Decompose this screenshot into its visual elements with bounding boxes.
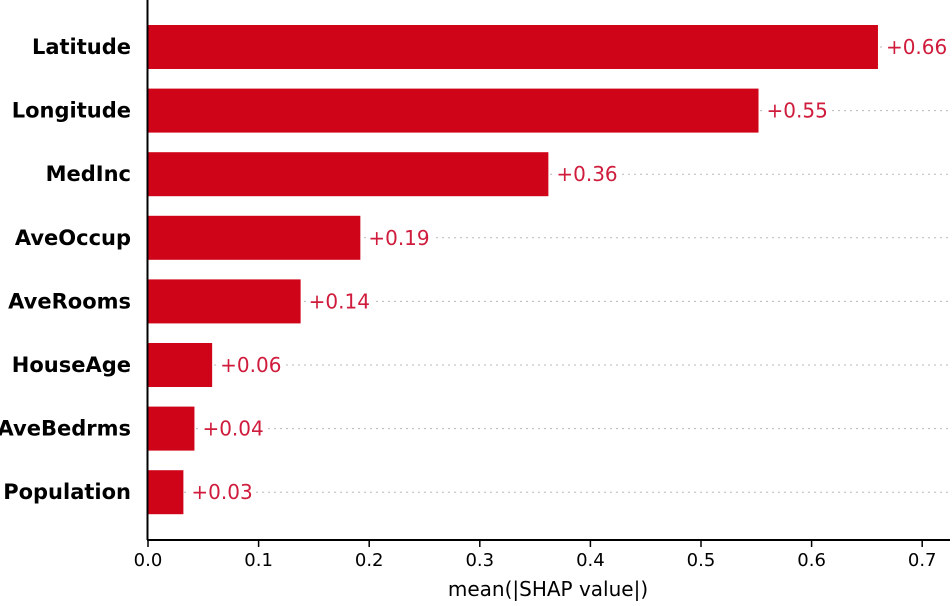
y-tick-labels-layer: Latitude Longitude MedInc AveOccup AveRooms H… (0, 35, 131, 504)
y-tick-label: Longitude (12, 99, 131, 123)
y-tick-label: AveBedrms (0, 417, 131, 441)
x-tick-label: 0.4 (576, 550, 605, 571)
value-label-background (189, 480, 256, 505)
value-label-background (218, 353, 285, 377)
bar-latitude (148, 25, 878, 69)
value-label: +0.14 (309, 289, 370, 313)
bar-averooms (148, 279, 301, 324)
value-label: +0.66 (886, 35, 947, 59)
bar-houseage (148, 343, 213, 387)
bar-aveoccup (148, 215, 361, 260)
x-tick-label: 0.5 (687, 550, 716, 571)
x-tick-label: 0.3 (465, 550, 494, 571)
value-labels-layer: +0.66 +0.55 +0.36 +0.19 +0.14 +0.06 +0.04 +0.03 (189, 35, 950, 505)
bar-longitude (148, 88, 759, 133)
y-tick-label: MedInc (46, 162, 131, 186)
x-axis: 0.0 0.1 0.2 0.3 0.4 0.5 0.6 0.7 (134, 539, 950, 571)
value-label: +0.19 (368, 226, 429, 250)
value-label-background (764, 98, 831, 123)
bar-medinc (148, 152, 549, 197)
value-label: +0.04 (202, 417, 263, 441)
x-axis-label: mean(|SHAP value|) (448, 577, 648, 601)
y-tick-label: AveOccup (15, 226, 131, 250)
x-tick-label: 0.2 (355, 550, 384, 571)
value-label-background (366, 225, 433, 250)
bars-layer (148, 25, 878, 515)
x-tick-label: 0.1 (244, 550, 273, 571)
value-label-background (200, 416, 267, 441)
y-tick-label: Population (3, 480, 131, 504)
bar-avebedrms (148, 406, 195, 451)
y-tick-label: AveRooms (8, 289, 131, 313)
y-tick-label: Latitude (32, 35, 131, 59)
value-label-background (554, 162, 621, 187)
value-label: +0.06 (220, 353, 281, 377)
x-tick-label: 0.0 (134, 550, 163, 571)
value-label-background (306, 289, 373, 314)
value-label: +0.55 (767, 99, 828, 123)
value-label: +0.03 (191, 480, 252, 504)
value-label: +0.36 (556, 162, 617, 186)
value-label-background (883, 35, 950, 59)
x-tick-label: 0.7 (908, 550, 937, 571)
bar-population (148, 470, 184, 515)
x-tick-label: 0.6 (797, 550, 826, 571)
y-tick-label: HouseAge (12, 353, 131, 377)
